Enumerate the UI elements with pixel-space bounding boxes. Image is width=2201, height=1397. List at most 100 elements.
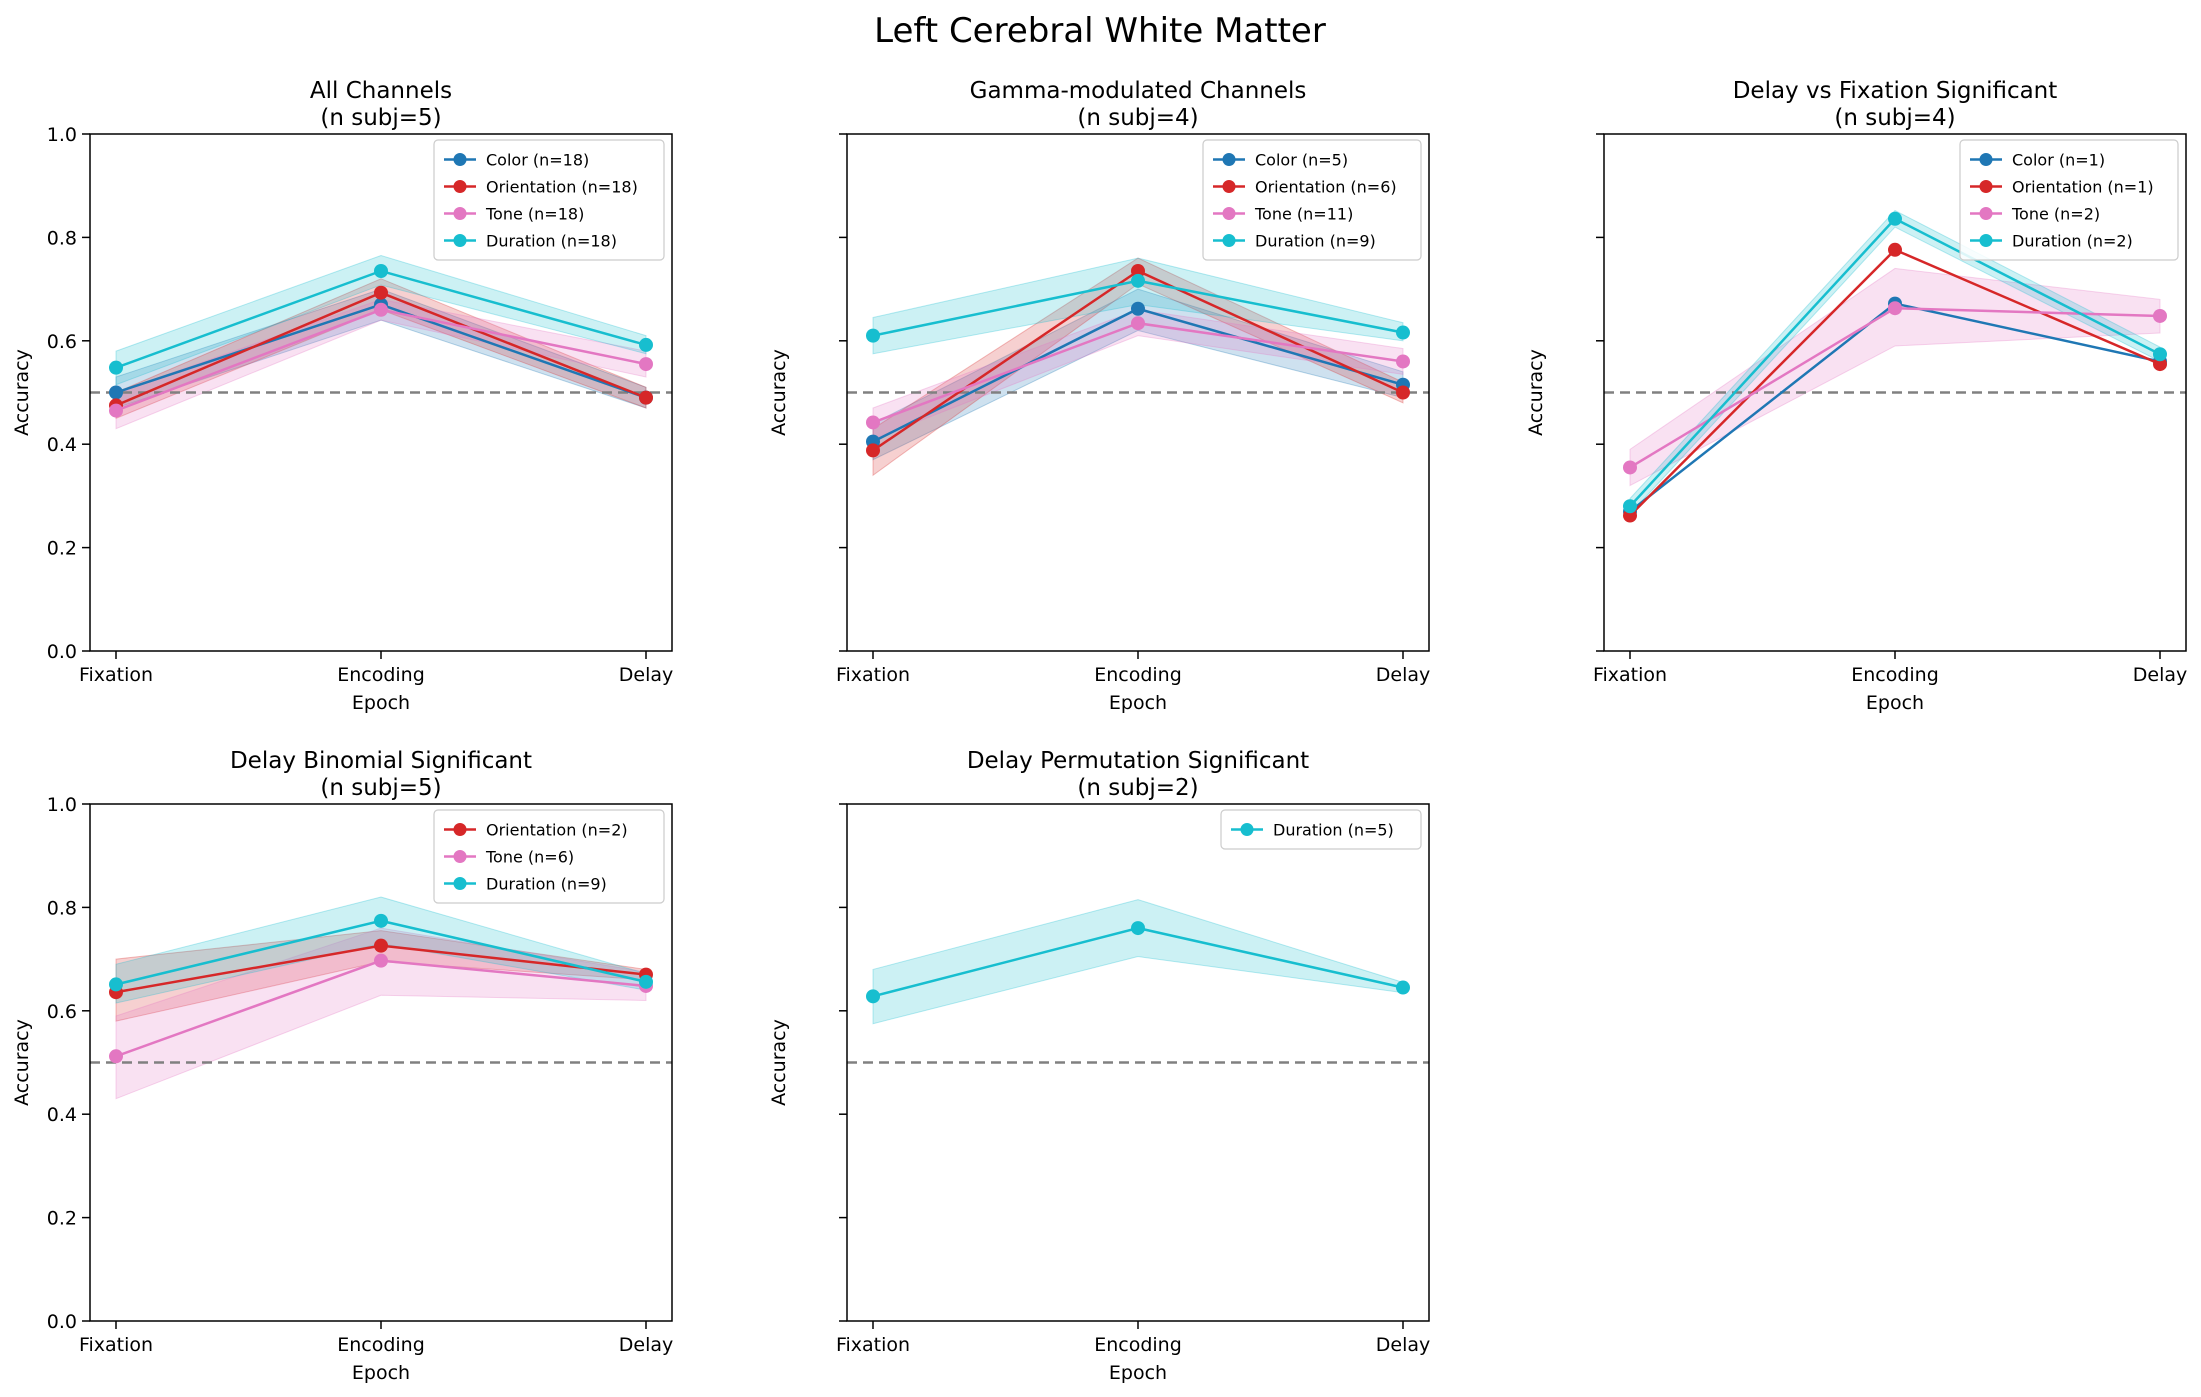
- legend: Color (n=1) Orientation (n=1) Tone (n=2) Du…: [1959, 139, 2179, 261]
- data-point-duration: [1131, 921, 1145, 936]
- x-axis-label: Epoch: [1866, 692, 1924, 714]
- legend: Color (n=18) Orientation (n=18) Tone (n=18…: [433, 139, 665, 261]
- legend-marker-tone: [453, 207, 467, 220]
- plot-area: [1604, 209, 2186, 523]
- ci-band-tone: [1629, 267, 2161, 487]
- y-axis-label: Accuracy: [768, 1019, 790, 1106]
- legend-marker-duration: [1979, 234, 1993, 247]
- axes-frame: [89, 133, 673, 652]
- ci-band-tone: [115, 927, 647, 1100]
- y-tick-label: 0.2: [47, 538, 77, 560]
- x-axis-label: Epoch: [352, 692, 410, 714]
- legend-label: Color (n=18): [486, 151, 589, 170]
- legend-marker-duration: [453, 234, 467, 247]
- legend-label: Duration (n=18): [486, 232, 617, 251]
- subplot-subtitle: (n subj=2): [1077, 775, 1198, 801]
- y-tick-label: 1.0: [47, 124, 77, 146]
- ci-band-duration: [115, 254, 647, 386]
- y-tick-label: 0.0: [47, 1311, 77, 1333]
- legend-label: Duration (n=9): [1255, 232, 1376, 251]
- legend-marker-duration: [453, 877, 467, 890]
- legend-label: Orientation (n=2): [486, 821, 628, 840]
- data-point-tone: [1623, 460, 1637, 475]
- x-tick-label: Encoding: [1851, 664, 1939, 686]
- plot-area: [847, 899, 1429, 1064]
- axes-frame: [846, 803, 1430, 1322]
- data-point-duration: [866, 328, 880, 343]
- plot-area: [90, 896, 672, 1100]
- axes-frame: [89, 803, 673, 1322]
- legend-marker-tone: [1979, 207, 1993, 220]
- plot-area: [90, 254, 672, 430]
- data-point-tone: [1888, 301, 1902, 316]
- plot-area: [847, 257, 1429, 477]
- x-tick-label: Fixation: [79, 664, 153, 686]
- x-tick-label: Fixation: [836, 1334, 910, 1356]
- data-point-orientation: [374, 938, 388, 953]
- data-point-orientation: [374, 285, 388, 300]
- data-point-orientation: [1888, 242, 1902, 257]
- y-axis-label: Accuracy: [768, 349, 790, 436]
- legend-box: [433, 139, 665, 261]
- legend-box: [1959, 139, 2179, 261]
- legend-label: Color (n=5): [1255, 151, 1348, 170]
- legend-marker-tone: [1222, 207, 1236, 220]
- legend-box: [433, 809, 665, 904]
- subplot-title: Gamma-modulated Channels: [970, 78, 1307, 104]
- x-tick-label: Delay: [2133, 664, 2188, 686]
- legend-marker-duration: [1222, 234, 1236, 247]
- data-point-duration: [374, 264, 388, 279]
- data-point-color: [1131, 301, 1145, 316]
- x-tick-label: Delay: [1376, 664, 1431, 686]
- legend: Color (n=5) Orientation (n=6) Tone (n=11) D…: [1202, 139, 1422, 261]
- data-point-duration: [1396, 325, 1410, 340]
- legend-label: Duration (n=5): [1273, 821, 1394, 840]
- data-point-duration: [639, 974, 653, 989]
- figure-title: Left Cerebral White Matter: [874, 11, 1326, 51]
- data-point-tone: [374, 953, 388, 968]
- x-tick-label: Fixation: [79, 1334, 153, 1356]
- legend-marker-duration: [1240, 823, 1254, 836]
- y-axis-label: Accuracy: [11, 349, 33, 436]
- legend-label: Color (n=1): [2012, 151, 2105, 170]
- data-point-duration: [2153, 347, 2167, 362]
- data-point-tone: [639, 357, 653, 372]
- ci-band-duration: [872, 899, 1404, 1025]
- legend-marker-tone: [453, 850, 467, 863]
- x-tick-label: Encoding: [337, 1334, 425, 1356]
- subplot-4: Delay Binomial Significant(n subj=5) 0.0 0…: [11, 748, 673, 1384]
- subplot-5: Delay Permutation Significant(n subj=2) F…: [768, 748, 1430, 1384]
- legend-box: [1202, 139, 1422, 261]
- subplot-title: Delay Binomial Significant: [230, 748, 532, 774]
- legend-label: Tone (n=11): [1254, 205, 1353, 224]
- legend-marker-orientation: [453, 180, 467, 193]
- subplot-3: Delay vs Fixation Significant(n subj=4) F…: [1525, 78, 2187, 714]
- y-tick-label: 0.4: [47, 1104, 77, 1126]
- legend-label: Duration (n=2): [2012, 232, 2133, 251]
- subplot-grid: All Channels(n subj=5)0.00.20.40.60.81.0…: [11, 78, 2187, 1384]
- data-point-duration: [1396, 980, 1410, 995]
- legend-marker-color: [1979, 153, 1993, 166]
- y-tick-label: 0.6: [47, 1001, 77, 1023]
- data-point-tone: [374, 302, 388, 317]
- y-tick-label: 0.0: [47, 641, 77, 663]
- legend-label: Duration (n=9): [486, 875, 607, 894]
- data-point-duration: [1131, 273, 1145, 288]
- subplot-title: Delay vs Fixation Significant: [1733, 78, 2058, 104]
- y-tick-label: 0.2: [47, 1208, 77, 1230]
- data-point-orientation: [2153, 357, 2167, 372]
- data-point-duration: [109, 360, 123, 375]
- subplot-1: All Channels(n subj=5) 0.0 0.2 0.4 0.6 0.8 1.0…: [11, 78, 673, 714]
- data-point-orientation: [866, 443, 880, 458]
- legend: Orientation (n=2) Tone (n=6) Duration (n=9…: [433, 809, 665, 904]
- ci-band-orientation: [872, 257, 1404, 477]
- data-point-duration: [866, 989, 880, 1004]
- axes-frame: [1603, 133, 2187, 652]
- legend-label: Orientation (n=18): [486, 178, 638, 197]
- x-tick-label: Delay: [1376, 1334, 1431, 1356]
- x-tick-label: Delay: [619, 1334, 674, 1356]
- x-axis-label: Epoch: [1109, 1362, 1167, 1384]
- data-point-tone: [109, 1049, 123, 1064]
- y-tick-label: 0.6: [47, 331, 77, 353]
